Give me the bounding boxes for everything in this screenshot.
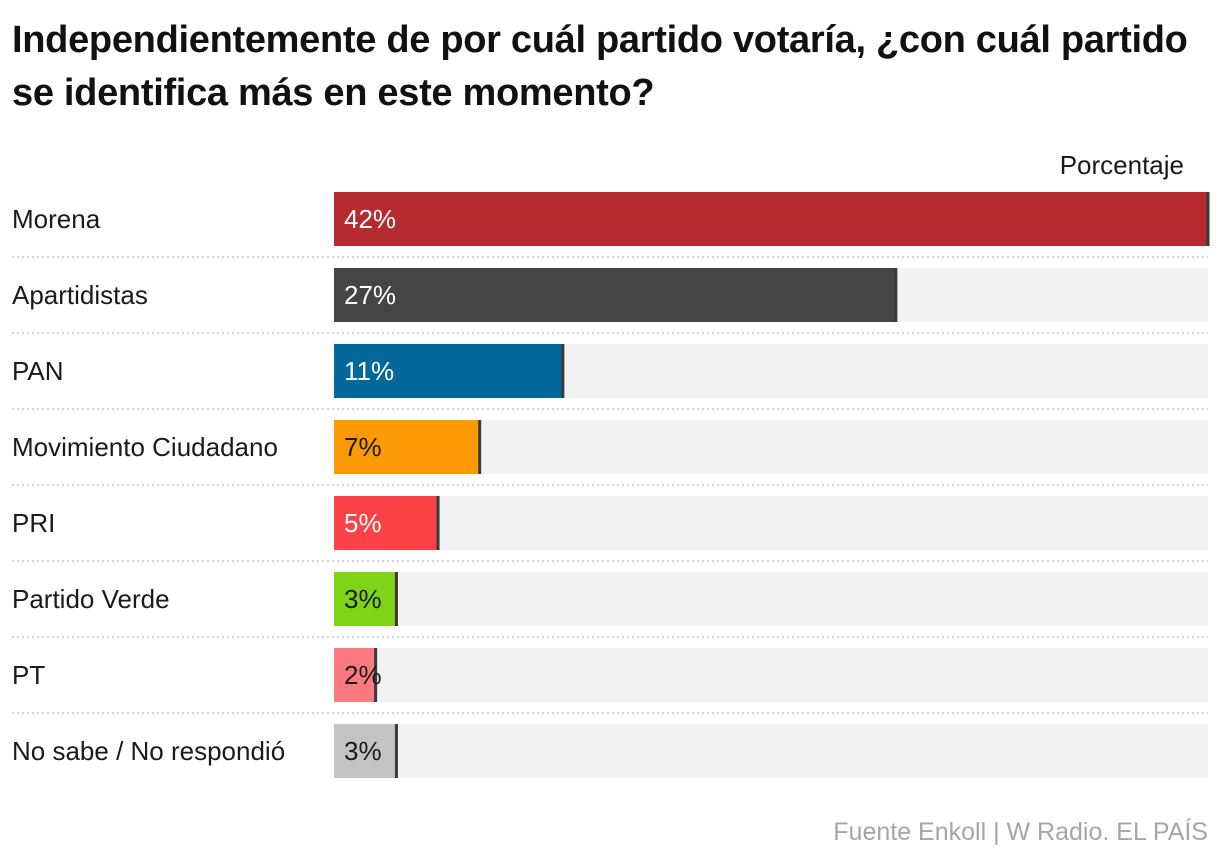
bar (334, 420, 480, 474)
chart-title: Independientemente de por cuál partido v… (12, 19, 1188, 114)
bar-track (334, 496, 1208, 550)
bar-track (334, 572, 1208, 626)
bar-track (334, 648, 1208, 702)
bar (334, 268, 896, 322)
category-label: Partido Verde (12, 584, 170, 614)
value-label: 7% (344, 432, 382, 462)
value-label: 3% (344, 736, 382, 766)
bar-end-marker (894, 268, 898, 322)
value-label: 3% (344, 584, 382, 614)
bar-track (334, 724, 1208, 778)
bar (334, 572, 397, 626)
category-label: PT (12, 660, 45, 690)
value-label: 11% (344, 356, 394, 386)
category-label: PAN (12, 356, 64, 386)
category-label: PRI (12, 508, 55, 538)
category-label: Morena (12, 204, 101, 234)
bar (334, 496, 439, 550)
bar-end-marker (394, 724, 398, 778)
bar (334, 648, 376, 702)
category-label: No sabe / No respondió (12, 736, 285, 766)
bar-end-marker (478, 420, 482, 474)
category-label: Movimiento Ciudadano (12, 432, 278, 462)
value-label: 5% (344, 508, 382, 538)
unit-label: Porcentaje (1059, 150, 1184, 180)
value-label: 2% (344, 660, 382, 690)
bar-end-marker (436, 496, 440, 550)
bar-end-marker (374, 648, 378, 702)
bar (334, 192, 1208, 246)
bar-end-marker (394, 572, 398, 626)
bar (334, 724, 397, 778)
value-label: 42% (344, 204, 396, 234)
value-label: 27% (344, 280, 396, 310)
bar-end-marker (1206, 192, 1210, 246)
bar-end-marker (561, 344, 565, 398)
bar (334, 344, 563, 398)
category-label: Apartidistas (12, 280, 148, 310)
source-credit: Fuente Enkoll | W Radio. EL PAÍS (833, 818, 1208, 846)
